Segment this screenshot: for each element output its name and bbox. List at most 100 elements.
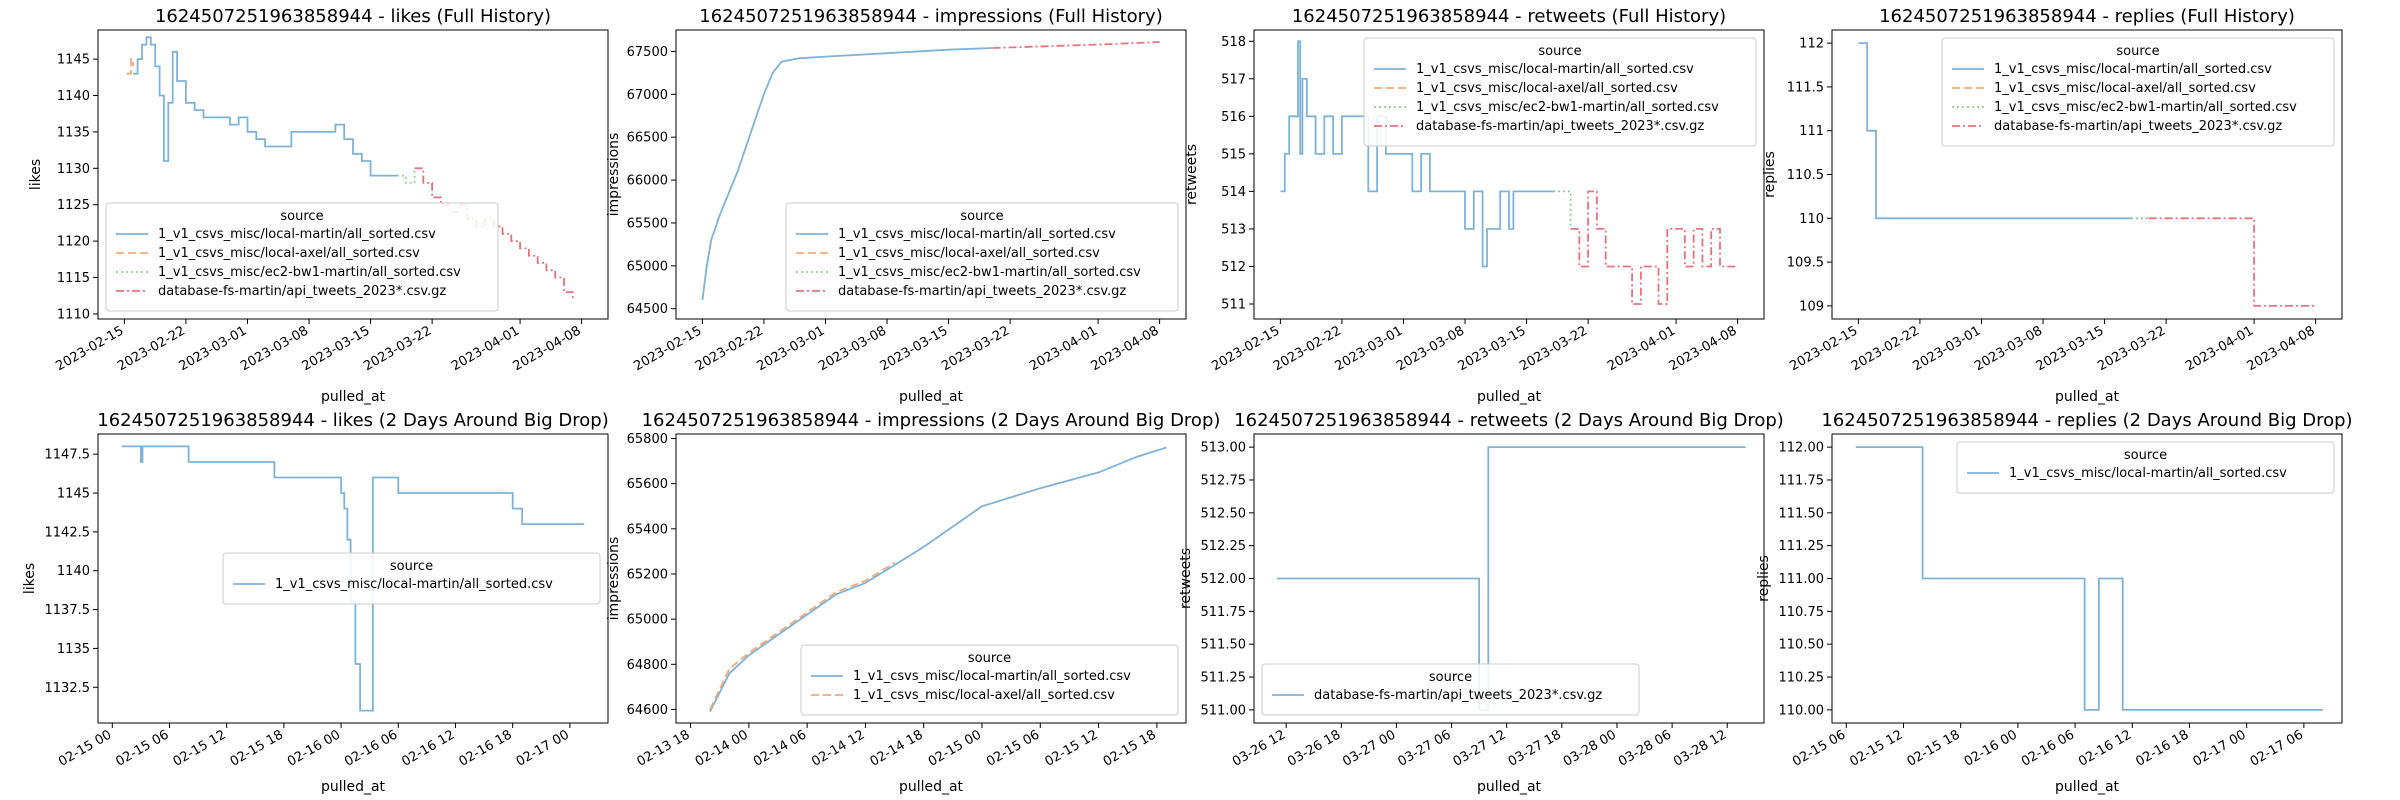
- legend: source 1_v1_csvs_misc/local-martin/all_so…: [1363, 37, 1757, 147]
- y-tick-label: 1142.5: [45, 525, 91, 540]
- x-tick-label: 03-27 06: [1395, 727, 1453, 769]
- y-tick-label: 511.75: [1201, 605, 1247, 620]
- y-axis-label: replies: [1756, 555, 1772, 602]
- x-tick-label: 02-15 06: [1790, 727, 1848, 769]
- x-axis-label: pulled_at: [321, 779, 386, 795]
- x-tick-label: 02-16 06: [2019, 727, 2077, 769]
- x-tick-label: 02-14 12: [809, 727, 867, 769]
- legend-entry: 1_v1_csvs_misc/ec2-bw1-martin/all_sorted…: [158, 265, 461, 280]
- y-tick-label: 111.5: [1787, 80, 1824, 95]
- x-tick-label: 2023-02-15: [631, 323, 704, 374]
- x-tick-label: 02-16 18: [457, 727, 515, 769]
- y-tick-label: 65500: [627, 216, 668, 231]
- panel-5: 1624507251963858944 - impressions (2 Day…: [606, 410, 1220, 795]
- x-tick-label: 02-14 06: [751, 727, 809, 769]
- legend-entry: 1_v1_csvs_misc/local-axel/all_sorted.csv: [1994, 81, 2256, 96]
- x-tick-label: 2023-03-01: [755, 323, 828, 374]
- y-tick-label: 1137.5: [45, 603, 91, 618]
- x-tick-label: 02-15 18: [1101, 727, 1159, 769]
- x-tick-label: 2023-03-01: [1911, 323, 1984, 374]
- y-tick-label: 64500: [627, 302, 668, 317]
- x-tick-label: 2023-03-15: [300, 323, 373, 374]
- y-tick-label: 111: [1799, 124, 1824, 139]
- legend-entry: 1_v1_csvs_misc/local-axel/all_sorted.csv: [1416, 81, 1678, 96]
- x-tick-label: 2023-02-22: [693, 323, 766, 374]
- legend-entry: 1_v1_csvs_misc/local-martin/all_sorted.c…: [275, 577, 553, 592]
- legend-entry: database-fs-martin/api_tweets_2023*.csv.…: [838, 284, 1126, 299]
- y-tick-label: 65400: [627, 522, 668, 537]
- y-tick-label: 111.00: [1779, 572, 1825, 587]
- y-axis-label: replies: [1762, 151, 1778, 198]
- panel-4: 1624507251963858944 - likes (2 Days Arou…: [22, 410, 609, 795]
- x-tick-label: 02-13 18: [634, 727, 692, 769]
- y-tick-label: 112.00: [1779, 441, 1825, 456]
- series-line-axel: [709, 561, 896, 710]
- plot-frame: [1831, 433, 2343, 724]
- y-tick-label: 65800: [627, 432, 668, 447]
- x-tick-label: 2023-02-15: [1787, 323, 1860, 374]
- panel-title: 1624507251963858944 - retweets (2 Days A…: [1234, 410, 1784, 431]
- legend-title: source: [1538, 44, 1581, 59]
- y-tick-label: 1135: [57, 125, 90, 140]
- x-tick-label: 02-15 18: [1905, 727, 1963, 769]
- x-tick-label: 02-17 00: [514, 727, 572, 769]
- y-tick-label: 512.50: [1201, 506, 1247, 521]
- series-line-martin: [701, 47, 993, 301]
- x-tick-label: 2023-02-22: [1271, 323, 1344, 374]
- y-tick-label: 110.75: [1779, 605, 1825, 620]
- series-line-martin: [121, 445, 585, 712]
- y-tick-label: 65600: [627, 477, 668, 492]
- y-tick-label: 66500: [627, 131, 668, 146]
- legend-box: [1941, 37, 2335, 147]
- legend-entry: database-fs-martin/api_tweets_2023*.csv.…: [158, 284, 446, 299]
- x-tick-label: 2023-03-01: [177, 323, 250, 374]
- y-tick-label: 511.25: [1201, 671, 1247, 686]
- y-axis-label: retweets: [1184, 144, 1200, 205]
- y-tick-label: 1125: [57, 198, 90, 213]
- legend-entry: database-fs-martin/api_tweets_2023*.csv.…: [1314, 688, 1602, 703]
- y-tick-label: 111.75: [1779, 473, 1825, 488]
- x-tick-label: 02-16 18: [2133, 727, 2191, 769]
- y-tick-label: 1130: [57, 162, 90, 177]
- plot-frame: [675, 433, 1187, 724]
- y-tick-label: 67000: [627, 88, 668, 103]
- y-tick-label: 1120: [57, 235, 90, 250]
- y-tick-label: 111.50: [1779, 506, 1825, 521]
- panel-1: 1624507251963858944 - impressions (Full …: [606, 6, 1187, 405]
- legend-title: source: [968, 651, 1011, 666]
- y-tick-label: 512.25: [1201, 539, 1247, 554]
- series-line-db: [1570, 190, 1738, 305]
- x-tick-label: 2023-03-15: [2034, 323, 2107, 374]
- legend-title: source: [2116, 44, 2159, 59]
- legend-entry: 1_v1_csvs_misc/local-martin/all_sorted.c…: [1416, 62, 1694, 77]
- x-axis-label: pulled_at: [899, 389, 964, 405]
- legend-entry: database-fs-martin/api_tweets_2023*.csv.…: [1994, 119, 2282, 134]
- x-tick-label: 03-28 06: [1616, 727, 1674, 769]
- x-tick-label: 2023-02-15: [1209, 323, 1282, 374]
- y-tick-label: 518: [1221, 35, 1246, 50]
- panel-title: 1624507251963858944 - likes (Full Histor…: [155, 6, 551, 27]
- y-tick-label: 513: [1221, 222, 1246, 237]
- x-tick-label: 03-28 00: [1561, 727, 1619, 769]
- legend-entry: database-fs-martin/api_tweets_2023*.csv.…: [1416, 119, 1704, 134]
- plot-frame: [97, 29, 609, 320]
- legend-entry: 1_v1_csvs_misc/local-axel/all_sorted.csv: [158, 246, 420, 261]
- x-tick-label: 02-16 12: [399, 727, 457, 769]
- x-tick-label: 2023-02-22: [1849, 323, 1922, 374]
- series-line-martin: [1855, 446, 2323, 711]
- panel-title: 1624507251963858944 - retweets (Full His…: [1292, 6, 1726, 27]
- y-tick-label: 65200: [627, 567, 668, 582]
- y-tick-label: 111.25: [1779, 539, 1825, 554]
- series-line-ec2: [397, 168, 416, 184]
- x-tick-label: 02-16 12: [2076, 727, 2134, 769]
- series-line-db: [992, 41, 1160, 49]
- y-tick-label: 513.00: [1201, 441, 1247, 456]
- x-axis-label: pulled_at: [899, 779, 964, 795]
- series-line-martin: [709, 446, 1167, 713]
- legend-box: [1956, 441, 2335, 494]
- x-tick-label: 2023-04-01: [1027, 323, 1100, 374]
- y-tick-label: 517: [1221, 72, 1246, 87]
- legend-title: source: [1429, 670, 1472, 685]
- y-tick-label: 112: [1799, 37, 1824, 52]
- x-tick-label: 2023-04-08: [1667, 323, 1740, 374]
